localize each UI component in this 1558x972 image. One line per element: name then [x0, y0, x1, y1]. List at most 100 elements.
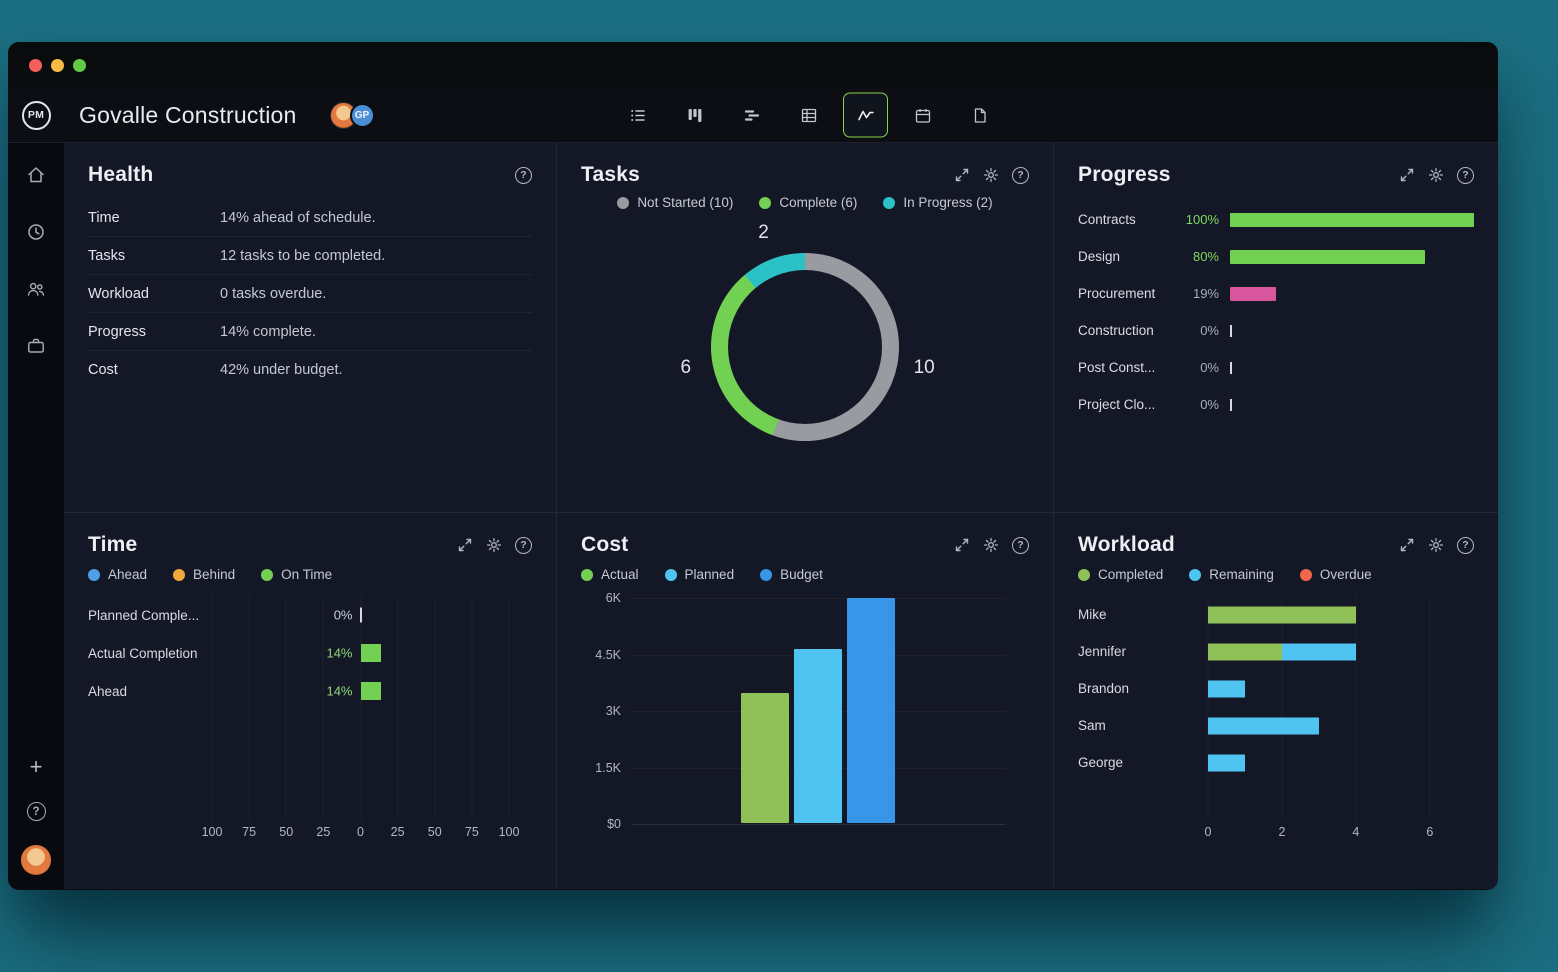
app-logo[interactable]: PM — [8, 100, 64, 130]
panel-title-tasks: Tasks — [581, 163, 640, 186]
planned-legend-dot — [664, 568, 677, 581]
help-button[interactable]: ? — [515, 536, 532, 554]
progress-bar[interactable] — [1230, 286, 1277, 301]
workload-row-label: Mike — [1078, 607, 1107, 622]
health-row: Progress 14% complete. — [88, 313, 532, 351]
help-button[interactable]: ? — [1457, 166, 1474, 184]
legend-item: Not Started (10) — [617, 195, 733, 210]
health-row: Cost 42% under budget. — [88, 351, 532, 388]
donut-count-complete: 6 — [680, 357, 692, 378]
legend-label: Complete (6) — [779, 195, 858, 210]
legend-label: Not Started (10) — [637, 195, 734, 210]
settings-button[interactable] — [1428, 167, 1444, 183]
help-button[interactable]: ? — [1012, 166, 1029, 184]
legend-item: Complete (6) — [759, 195, 857, 210]
sidebar-home-button[interactable] — [26, 165, 46, 185]
sidebar-portfolio-button[interactable] — [26, 336, 46, 356]
time-row-value: 14% — [326, 683, 353, 699]
expand-button[interactable] — [1399, 167, 1415, 183]
sidebar-recent-button[interactable] — [26, 222, 46, 242]
help-button[interactable]: ? — [1012, 536, 1029, 554]
workload-segment-remaining[interactable] — [1281, 643, 1356, 660]
progress-zero-tick — [1230, 361, 1232, 374]
legend-label: Overdue — [1319, 567, 1372, 582]
expand-icon — [954, 537, 970, 553]
settings-button[interactable] — [983, 537, 999, 553]
progress-zero-tick — [1230, 398, 1232, 411]
calendar-view-button[interactable] — [900, 93, 945, 138]
workload-segment-remaining[interactable] — [1208, 754, 1245, 771]
help-icon: ? — [1457, 166, 1474, 184]
health-row-value: 14% complete. — [220, 323, 316, 340]
cost-bar-actual[interactable] — [741, 692, 789, 823]
progress-row: Contracts 100% — [1078, 201, 1474, 238]
cost-bar-planned[interactable] — [794, 648, 842, 823]
clock-icon — [26, 222, 46, 242]
legend-item: Planned — [664, 567, 734, 582]
progress-bar[interactable] — [1230, 249, 1426, 264]
progress-bar[interactable] — [1230, 212, 1474, 227]
ahead-legend-dot — [88, 568, 100, 581]
workload-segment-remaining[interactable] — [1208, 717, 1319, 734]
tasks-donut-chart[interactable] — [711, 253, 899, 441]
page-view-button[interactable] — [957, 93, 1002, 138]
workload-gridlines — [1207, 596, 1452, 820]
expand-button[interactable] — [457, 537, 473, 553]
workload-segment-remaining[interactable] — [1208, 680, 1245, 697]
help-button[interactable]: ? — [515, 166, 532, 184]
legend-label: Budget — [780, 567, 823, 582]
close-window-button[interactable] — [29, 58, 42, 72]
axis-tick-label: 50 — [279, 825, 294, 839]
progress-row: Construction 0% — [1078, 312, 1474, 349]
calendar-view-icon — [914, 106, 932, 124]
donut-count-in-progress: 2 — [758, 222, 769, 244]
workload-chart: Mike Jennifer Brandon Sam George 0 2 4 6 — [1078, 594, 1474, 844]
health-row-label: Progress — [88, 323, 147, 340]
workload-legend: Completed Remaining Overdue — [1078, 567, 1474, 582]
member-avatar-initials[interactable]: GP — [349, 102, 375, 128]
maximize-window-button[interactable] — [73, 58, 86, 72]
settings-button[interactable] — [983, 167, 999, 183]
not-started-10-legend-dot — [617, 196, 630, 209]
progress-row-value: 80% — [1192, 249, 1219, 264]
expand-button[interactable] — [954, 537, 970, 553]
cost-bar-budget[interactable] — [847, 598, 895, 823]
panel-actions: ? — [954, 536, 1029, 554]
main-area: +? Health ? Time 14% ahead of schedule. Ta… — [8, 143, 1498, 889]
settings-button[interactable] — [486, 537, 502, 553]
board-view-button[interactable] — [672, 93, 717, 138]
sidebar-user-avatar[interactable] — [21, 845, 51, 875]
remaining-legend-dot — [1189, 568, 1202, 581]
sheet-view-button[interactable] — [786, 93, 831, 138]
expand-button[interactable] — [954, 167, 970, 183]
workload-bar — [1208, 717, 1452, 734]
time-bar-zone: 14% — [212, 634, 509, 672]
workload-segment-completed[interactable] — [1208, 643, 1282, 660]
workload-row-label: Brandon — [1078, 681, 1130, 696]
health-row: Tasks 12 tasks to be completed. — [88, 237, 532, 275]
legend-item: In Progress (2) — [883, 195, 993, 210]
list-view-button[interactable] — [615, 93, 660, 138]
time-bar[interactable] — [360, 644, 382, 662]
expand-icon — [1399, 537, 1415, 553]
gantt-view-button[interactable] — [729, 93, 774, 138]
progress-bar-track — [1230, 398, 1474, 412]
gridline — [508, 596, 510, 820]
time-bar[interactable] — [360, 682, 382, 700]
help-button[interactable]: ? — [1457, 536, 1474, 554]
expand-button[interactable] — [1399, 537, 1415, 553]
axis-tick-label: 50 — [427, 825, 442, 839]
cost-bars — [631, 598, 1005, 823]
sidebar-help-button[interactable]: ? — [26, 802, 46, 821]
dashboard-view-button[interactable] — [843, 92, 888, 138]
sidebar-team-button[interactable] — [26, 279, 46, 299]
settings-button[interactable] — [1428, 537, 1444, 553]
health-row-value: 14% ahead of schedule. — [220, 209, 376, 226]
panel-header: Cost ? — [581, 533, 1029, 557]
minimize-window-button[interactable] — [51, 58, 64, 72]
progress-row-label: Project Clo... — [1078, 397, 1156, 412]
workload-segment-completed[interactable] — [1208, 606, 1356, 623]
time-row: Ahead 14% — [88, 672, 532, 710]
sidebar-add-button[interactable]: + — [29, 754, 43, 779]
progress-zero-tick — [1230, 324, 1232, 337]
